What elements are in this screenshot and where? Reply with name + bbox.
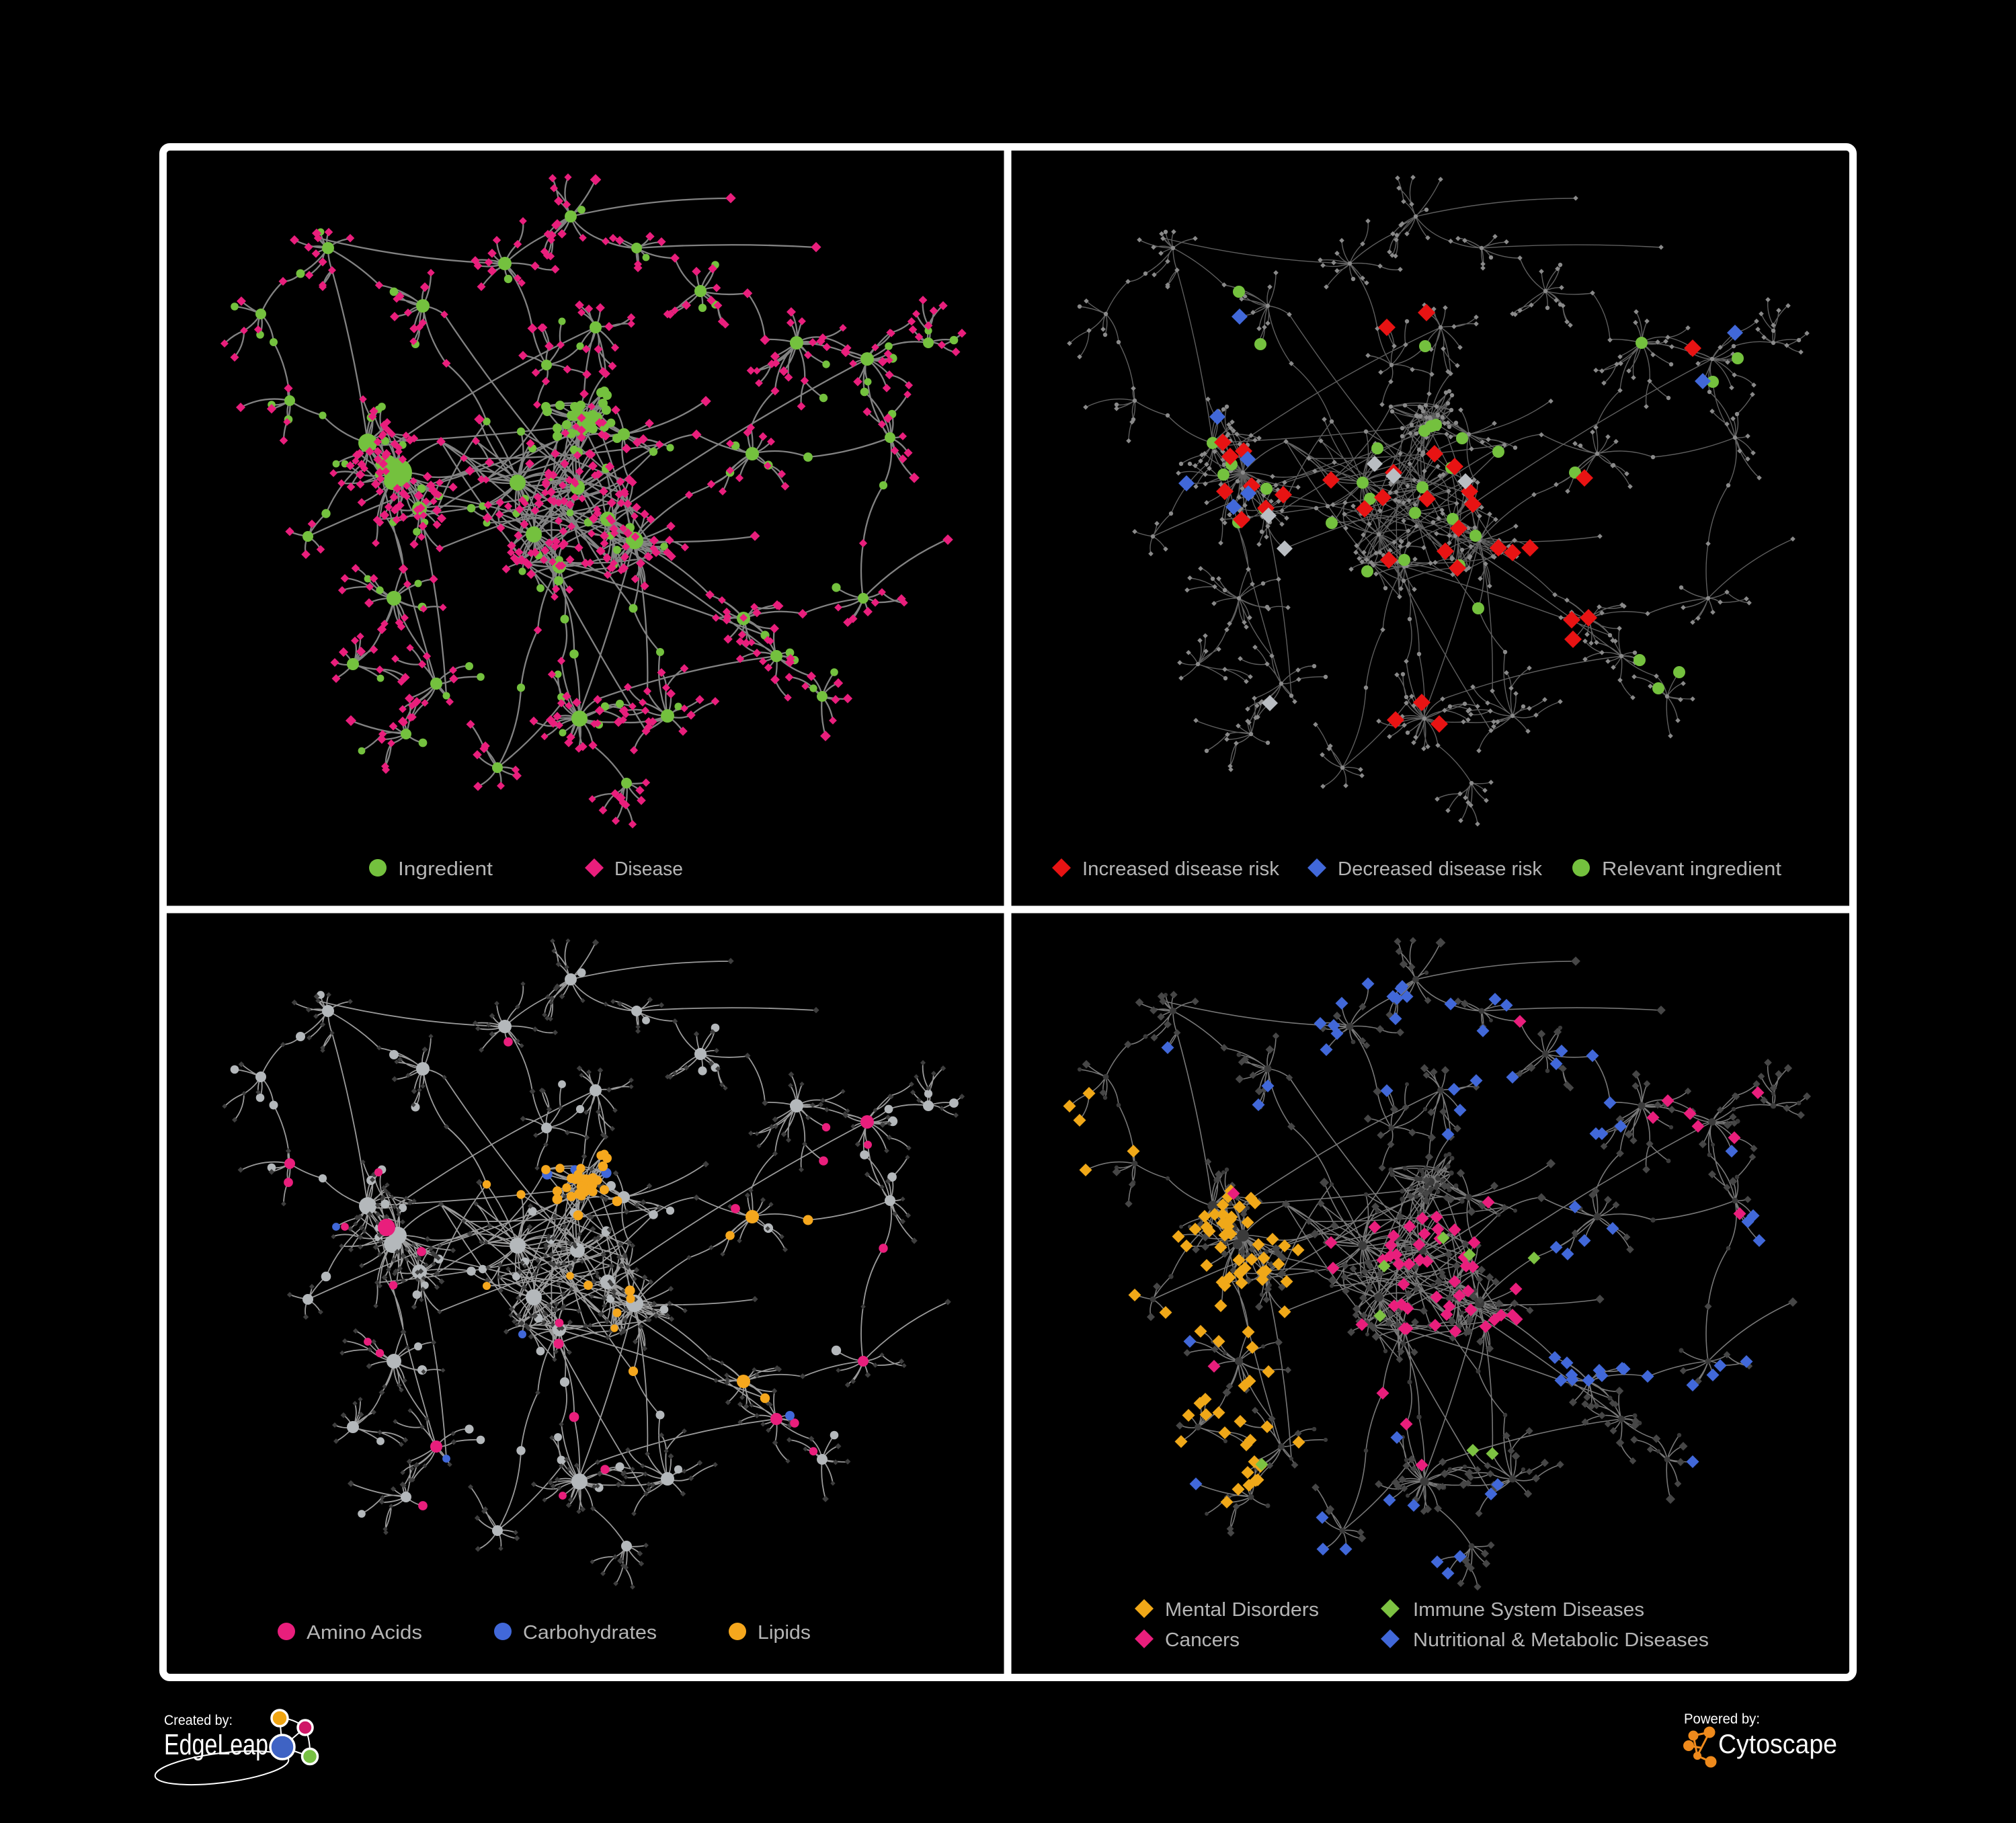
svg-text:Powered by:: Powered by: [1684, 1711, 1760, 1727]
svg-text:Nutritional & Metabolic Diseas: Nutritional & Metabolic Diseases [1413, 1629, 1709, 1651]
svg-text:Increased disease risk: Increased disease risk [1082, 858, 1280, 880]
svg-text:Ingredient: Ingredient [398, 858, 493, 880]
svg-text:EdgeLeap: EdgeLeap [164, 1728, 268, 1761]
svg-text:Cancers: Cancers [1165, 1629, 1240, 1651]
svg-text:Immune System Diseases: Immune System Diseases [1413, 1599, 1644, 1621]
svg-text:Lipids: Lipids [758, 1622, 811, 1644]
svg-text:Mental Disorders: Mental Disorders [1165, 1599, 1319, 1621]
svg-text:Amino Acids: Amino Acids [307, 1622, 422, 1644]
svg-text:Disease: Disease [614, 858, 683, 880]
svg-text:Created by:: Created by: [164, 1713, 233, 1728]
svg-text:Decreased disease risk: Decreased disease risk [1338, 858, 1542, 880]
svg-text:Relevant ingredient: Relevant ingredient [1602, 858, 1781, 880]
svg-text:Cytoscape: Cytoscape [1718, 1730, 1837, 1759]
svg-text:Carbohydrates: Carbohydrates [523, 1622, 657, 1644]
